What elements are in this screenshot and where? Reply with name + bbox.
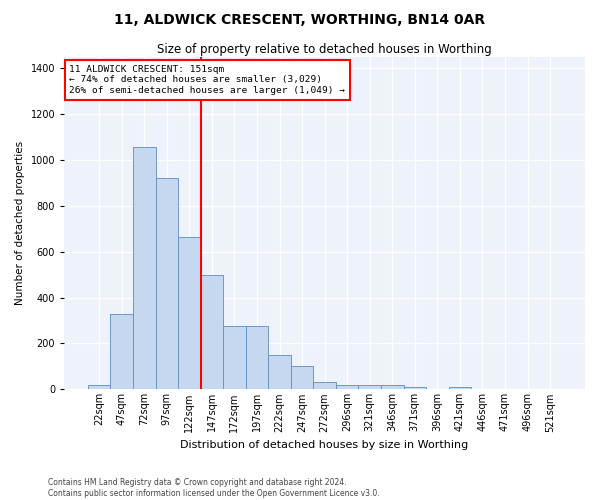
Bar — [404, 387, 426, 390]
X-axis label: Distribution of detached houses by size in Worthing: Distribution of detached houses by size … — [181, 440, 469, 450]
Bar — [88, 386, 110, 390]
Text: 11, ALDWICK CRESCENT, WORTHING, BN14 0AR: 11, ALDWICK CRESCENT, WORTHING, BN14 0AR — [115, 12, 485, 26]
Title: Size of property relative to detached houses in Worthing: Size of property relative to detached ho… — [157, 42, 492, 56]
Text: Contains HM Land Registry data © Crown copyright and database right 2024.
Contai: Contains HM Land Registry data © Crown c… — [48, 478, 380, 498]
Text: 11 ALDWICK CRESCENT: 151sqm
← 74% of detached houses are smaller (3,029)
26% of : 11 ALDWICK CRESCENT: 151sqm ← 74% of det… — [70, 65, 346, 95]
Bar — [133, 148, 155, 390]
Bar — [245, 326, 268, 390]
Bar — [200, 274, 223, 390]
Bar — [110, 314, 133, 390]
Bar — [223, 326, 245, 390]
Bar — [155, 178, 178, 390]
Bar — [449, 387, 471, 390]
Bar — [381, 385, 404, 390]
Bar — [268, 355, 291, 390]
Bar — [336, 385, 358, 390]
Bar — [313, 382, 336, 390]
Bar — [358, 385, 381, 390]
Bar — [291, 366, 313, 390]
Y-axis label: Number of detached properties: Number of detached properties — [15, 141, 25, 305]
Bar — [178, 237, 200, 390]
